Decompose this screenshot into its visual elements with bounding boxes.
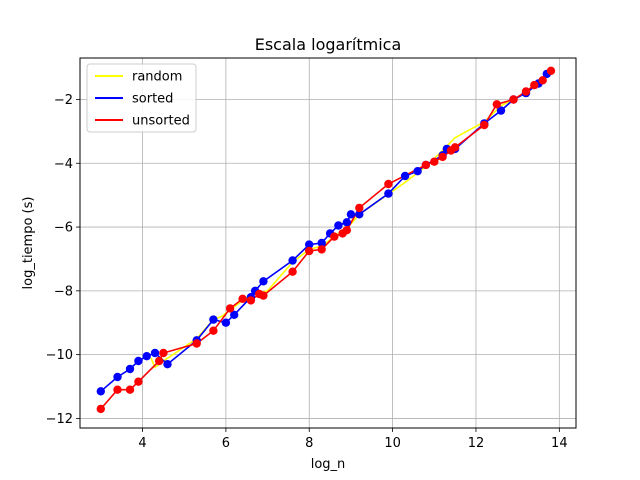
data-point-sorted [334,221,343,230]
data-point-unsorted [342,226,351,235]
data-point-sorted [288,256,297,265]
x-tick-label: 10 [384,436,401,451]
data-point-sorted [125,364,135,374]
data-point-unsorted [155,356,164,366]
y-tick-label: −4 [54,157,73,172]
data-point-sorted [113,372,122,382]
data-point-sorted [209,315,218,324]
data-point-unsorted [546,66,556,76]
y-tick-label: −8 [54,284,73,299]
y-tick-label: −12 [46,412,73,427]
legend-box [86,63,197,133]
x-axis-ticks: 4 6 8 10 12 14 [138,428,568,451]
data-point-unsorted [259,291,268,300]
legend-label-unsorted: unsorted [132,114,190,129]
chart-title: Escala logarítmica [255,35,402,54]
data-point-unsorted [450,143,460,152]
x-axis-label: log_n [311,457,346,472]
data-point-unsorted [421,160,431,170]
data-point-unsorted [96,404,106,414]
data-point-unsorted [305,246,314,256]
data-point-unsorted [159,348,168,358]
y-tick-label: −2 [54,93,73,108]
x-tick-label: 6 [222,436,230,451]
data-point-sorted [134,356,143,366]
data-point-unsorted [238,294,247,303]
data-point-sorted [400,171,410,181]
data-point-sorted [496,106,506,115]
data-point-unsorted [530,80,539,90]
data-point-unsorted [246,296,256,305]
data-point-unsorted [192,339,201,348]
data-point-unsorted [317,245,326,254]
legend-label-random: random [132,70,182,85]
data-point-unsorted [521,87,531,96]
x-tick-label: 4 [138,436,146,451]
data-point-sorted [413,167,422,176]
series-layer [96,66,556,414]
y-tick-label: −6 [54,221,73,236]
data-point-unsorted [355,203,364,213]
data-point-unsorted [492,100,501,109]
x-tick-label: 12 [468,436,485,451]
data-point-sorted [317,238,326,248]
data-point-unsorted [538,76,547,85]
legend: random sorted unsorted [86,63,197,133]
y-axis-ticks: −12 −10 −8 −6 −4 −2 [46,93,80,427]
data-point-sorted [230,310,239,319]
data-point-sorted [96,387,106,396]
data-point-unsorted [134,377,143,386]
data-point-sorted [150,348,160,358]
data-point-sorted [355,210,364,219]
data-point-sorted [305,240,314,249]
x-tick-label: 14 [551,436,568,451]
data-point-unsorted [125,385,135,394]
data-point-sorted [221,318,231,327]
y-tick-label: −10 [46,348,73,363]
data-point-unsorted [209,326,218,335]
data-point-sorted [342,218,351,227]
data-point-unsorted [288,267,297,276]
data-point-unsorted [113,385,122,394]
legend-label-sorted: sorted [132,92,173,107]
data-point-sorted [346,210,356,219]
data-point-sorted [163,360,172,369]
data-point-unsorted [225,304,235,313]
plot-frame [79,57,577,429]
y-axis-label: log_tiempo (s) [21,197,36,290]
data-point-unsorted [509,95,518,104]
data-point-unsorted [430,157,439,166]
data-point-unsorted [480,120,489,130]
data-point-sorted [384,189,393,198]
x-tick-label: 8 [305,436,313,451]
data-point-unsorted [330,232,339,241]
data-point-unsorted [384,179,393,189]
data-point-sorted [259,277,268,286]
data-point-sorted [142,352,151,361]
data-point-unsorted [438,152,447,162]
